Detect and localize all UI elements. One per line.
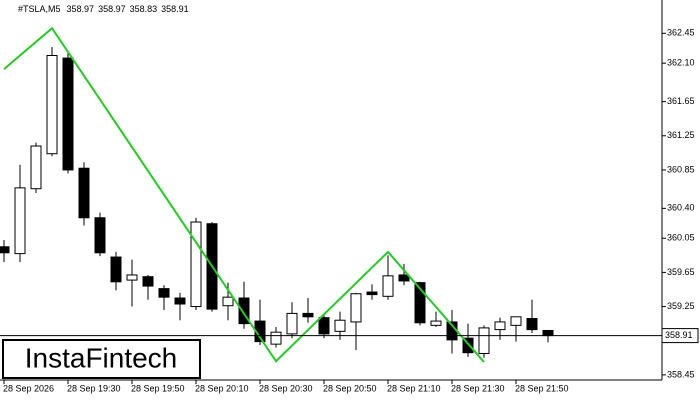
x-tick-label: 28 Sep 20:10 (195, 383, 249, 393)
candle-body (382, 275, 394, 297)
candle-body (318, 317, 330, 335)
x-tick-label: 28 Sep 21:50 (515, 383, 569, 393)
candle-body (270, 331, 282, 345)
candle-body (286, 312, 298, 335)
y-tick-label: 358.45 (667, 369, 695, 379)
watermark-box (2, 339, 201, 379)
candle-body (30, 145, 42, 190)
candle-body (14, 187, 26, 255)
candle-body (478, 327, 490, 355)
candle-body (238, 297, 250, 325)
candle-body (158, 288, 170, 298)
x-tick-label: 28 Sep 20:30 (259, 383, 313, 393)
x-tick-label: 28 Sep 2026 (3, 383, 54, 393)
candle-body (78, 167, 90, 219)
y-tick-label: 362.10 (667, 58, 695, 68)
header-open: 358.97 (67, 4, 95, 14)
watermark: InstaFintech (25, 342, 178, 373)
y-tick-label: 359.25 (667, 301, 695, 311)
x-tick-label: 28 Sep 21:10 (387, 383, 441, 393)
candle-body (366, 291, 378, 296)
candle-body (190, 221, 202, 308)
candle-body (142, 276, 154, 287)
candle-body (494, 321, 506, 331)
y-tick-label: 360.85 (667, 164, 695, 174)
y-tick-label: 360.05 (667, 233, 695, 243)
candle-body (334, 319, 346, 332)
candle-body (0, 246, 10, 254)
y-tick-label: 361.65 (667, 96, 695, 106)
candle-body (430, 320, 442, 326)
last-price-label: 358.91 (665, 330, 693, 340)
candle-body (174, 297, 186, 305)
last-price-box (661, 328, 699, 344)
candle-body (398, 274, 410, 282)
candle-body (510, 316, 522, 326)
candle-body (350, 293, 362, 323)
candle-body (542, 329, 554, 337)
candle-body (62, 57, 74, 171)
candle-body (94, 217, 106, 254)
symbol: #TSLA,M5 (18, 4, 61, 14)
candle-body (222, 296, 234, 307)
chart-header: #TSLA,M5 358.97 358.97 358.83 358.91 (18, 4, 189, 14)
x-tick-label: 28 Sep 20:50 (323, 383, 377, 393)
plot-area (0, 26, 554, 363)
pattern-line (3, 26, 485, 363)
x-tick-label: 28 Sep 19:50 (131, 383, 185, 393)
y-tick-label: 360.40 (667, 203, 695, 213)
header-high: 358.97 (98, 4, 126, 14)
header-close: 358.91 (161, 4, 189, 14)
candle-body (126, 274, 138, 281)
y-tick-label: 361.25 (667, 130, 695, 140)
candle-body (462, 337, 474, 354)
x-tick-label: 28 Sep 21:30 (451, 383, 505, 393)
candle-body (110, 256, 122, 283)
candle-body (46, 55, 58, 155)
x-tick-label: 28 Sep 19:30 (67, 383, 121, 393)
candle-body (302, 312, 314, 318)
candle-body (414, 282, 426, 324)
y-tick-label: 359.65 (667, 267, 695, 277)
header-low: 358.83 (130, 4, 158, 14)
candle-body (526, 318, 538, 331)
y-tick-label: 362.45 (667, 28, 695, 38)
